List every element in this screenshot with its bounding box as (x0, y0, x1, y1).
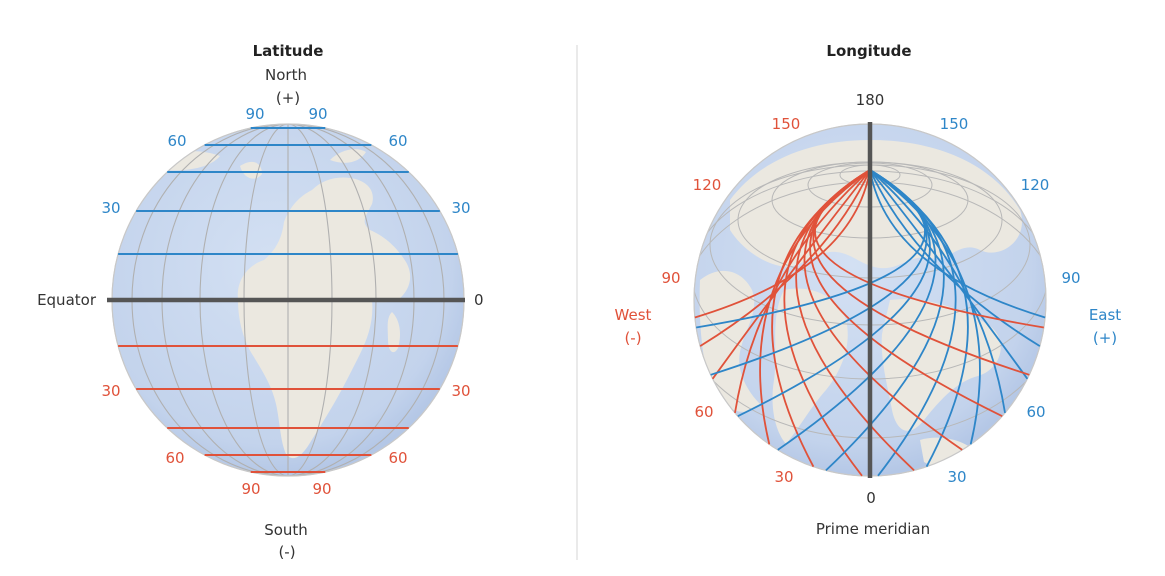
west-label: West (615, 306, 652, 324)
lon-west-120: 120 (693, 176, 722, 194)
latitude-parallels (118, 127, 458, 473)
latitude-panel: Latitude North (+) (37, 42, 483, 561)
equator-value: 0 (474, 291, 484, 309)
lon-west-60: 60 (694, 403, 713, 421)
latitude-title: Latitude (253, 42, 324, 60)
east-meridian-line (869, 169, 1006, 414)
west-meridian-line (711, 169, 871, 380)
west-meridian-line (734, 169, 871, 414)
lon-east-150: 150 (940, 115, 969, 133)
lon-west-90: 90 (661, 269, 680, 287)
equator-label: Equator (37, 291, 97, 309)
lon-east-120: 120 (1021, 176, 1050, 194)
east-label: East (1089, 306, 1121, 324)
north-sign: (+) (276, 89, 300, 107)
east-meridian-line (696, 169, 926, 329)
lat-south-60-left: 60 (165, 449, 184, 467)
west-meridian-line (759, 169, 871, 445)
east-meridian-line (869, 169, 981, 445)
lat-south-90-left: 90 (241, 480, 260, 498)
lat-north-30-left: 30 (101, 199, 120, 217)
south-sign: (-) (278, 543, 295, 561)
south-label: South (264, 521, 308, 539)
longitude-panel: Longitude 180 (615, 42, 1122, 538)
lon-west-150: 150 (772, 115, 801, 133)
lat-south-30-right: 30 (451, 382, 470, 400)
prime-meridian-label: Prime meridian (816, 520, 930, 538)
longitude-meridians (694, 169, 1046, 477)
lat-north-60-left: 60 (167, 132, 186, 150)
east-sign: (+) (1093, 329, 1117, 347)
latitude-globe-land (150, 149, 411, 459)
lat-north-60-right: 60 (388, 132, 407, 150)
east-meridian-line (869, 169, 1029, 380)
north-label: North (265, 66, 307, 84)
lon-east-60: 60 (1026, 403, 1045, 421)
lat-south-60-right: 60 (388, 449, 407, 467)
west-meridian-line (814, 169, 1044, 329)
lon-0-label: 0 (866, 489, 876, 507)
lon-west-30: 30 (774, 468, 793, 486)
lat-south-30-left: 30 (101, 382, 120, 400)
longitude-title: Longitude (826, 42, 911, 60)
lat-north-30-right: 30 (451, 199, 470, 217)
lat-north-90-right: 90 (308, 105, 327, 123)
lon-180-label: 180 (856, 91, 885, 109)
lon-east-90: 90 (1061, 269, 1080, 287)
lat-north-90-left: 90 (245, 105, 264, 123)
lon-east-30: 30 (947, 468, 966, 486)
west-sign: (-) (624, 329, 641, 347)
lat-south-90-right: 90 (312, 480, 331, 498)
